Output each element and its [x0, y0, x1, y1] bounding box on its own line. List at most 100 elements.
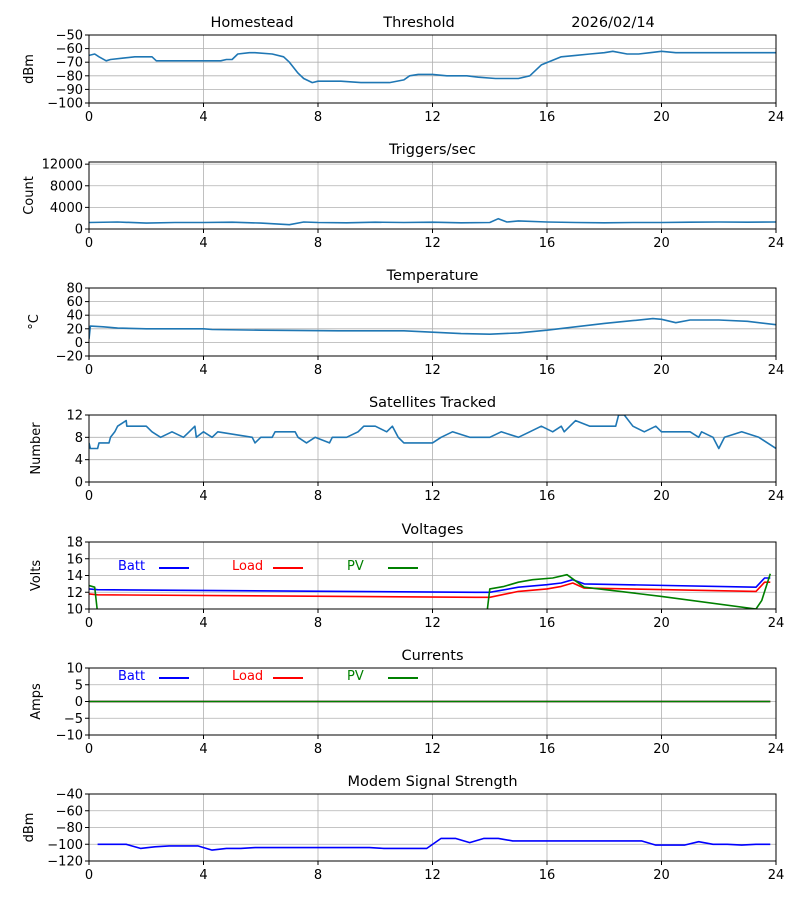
x-tick-label: 0 [85, 616, 93, 631]
x-tick-label: 8 [314, 110, 322, 125]
legend-label-batt: Batt [118, 559, 145, 574]
x-tick-label: 20 [653, 110, 670, 125]
series-line-temperature-temperature [89, 317, 776, 340]
x-tick-label: 16 [539, 616, 556, 631]
y-tick-label: −120 [47, 855, 83, 870]
x-tick-label: 0 [85, 868, 93, 883]
x-tick-label: 8 [314, 363, 322, 378]
x-tick-label: 16 [539, 489, 556, 504]
x-tick-label: 4 [199, 110, 207, 125]
series-line-voltages-load [89, 581, 771, 599]
y-axis-label: Amps [29, 683, 44, 720]
y-tick-label: 0 [75, 223, 83, 238]
y-tick-label: 5 [75, 678, 83, 693]
x-tick-label: 20 [653, 742, 670, 757]
legend-label-pv: PV [347, 559, 364, 574]
x-tick-label: 4 [199, 363, 207, 378]
y-tick-label: −100 [47, 838, 83, 853]
y-tick-label: −80 [56, 69, 83, 84]
y-tick-label: 12 [66, 586, 83, 601]
series-line-signal-signal [89, 50, 776, 84]
x-tick-label: 24 [768, 616, 785, 631]
legend-label-load: Load [232, 559, 263, 574]
x-tick-label: 4 [199, 742, 207, 757]
x-tick-label: 4 [199, 868, 207, 883]
y-tick-label: 40 [66, 309, 83, 324]
x-tick-label: 16 [539, 236, 556, 251]
series-line-voltages-pv [89, 573, 772, 609]
y-axis-label: dBm [22, 54, 37, 84]
y-tick-label: 8000 [50, 179, 83, 194]
y-tick-label: 12 [66, 409, 83, 424]
y-tick-label: 60 [66, 295, 83, 310]
x-tick-label: 4 [199, 616, 207, 631]
y-axis-label: °C [27, 314, 42, 330]
series-line-modem-modem [97, 837, 771, 851]
y-tick-label: 0 [75, 476, 83, 491]
chart-title: Modem Signal Strength [347, 774, 517, 790]
y-tick-label: 16 [66, 552, 83, 567]
y-tick-label: −100 [47, 97, 83, 112]
header-date: 2026/02/14 [571, 15, 655, 31]
chart-title: Temperature [386, 268, 479, 284]
y-tick-label: 4000 [50, 201, 83, 216]
x-tick-label: 4 [199, 489, 207, 504]
series-line-satellites-satellites [89, 415, 776, 450]
y-tick-label: 18 [66, 536, 83, 551]
x-tick-label: 16 [539, 110, 556, 125]
x-tick-label: 0 [85, 363, 93, 378]
y-tick-label: 14 [66, 569, 83, 584]
y-tick-label: −70 [56, 56, 83, 71]
legend-label-pv: PV [347, 669, 364, 684]
x-tick-label: 12 [424, 742, 441, 757]
x-tick-label: 12 [424, 616, 441, 631]
panel-triggers: 0 4 8 12 16 20 24 0 4000 8000 12000 Count Triggers/s… [22, 142, 784, 251]
y-tick-label: −20 [56, 350, 83, 365]
panel-modem: 0 4 8 12 16 20 24 −40−60 −80 −100 −120 dBm Modem Sig… [22, 774, 784, 883]
y-tick-label: 10 [66, 662, 83, 677]
x-tick-label: 8 [314, 616, 322, 631]
x-tick-label: 8 [314, 236, 322, 251]
y-tick-label: 20 [66, 322, 83, 337]
y-tick-label: −5 [64, 712, 83, 727]
chart-title: Voltages [402, 522, 464, 538]
legend-label-load: Load [232, 669, 263, 684]
x-tick-label: 20 [653, 616, 670, 631]
x-tick-label: 16 [539, 868, 556, 883]
x-tick-label: 8 [314, 489, 322, 504]
y-tick-label: 4 [75, 453, 83, 468]
y-tick-label: −50 [56, 29, 83, 44]
x-tick-label: 24 [768, 110, 785, 125]
y-axis-label: Volts [29, 560, 44, 592]
y-tick-label: 10 [66, 603, 83, 618]
panel-satellites: 0 4 8 12 16 20 24 12 8 4 0 Number Satellites Tracked [29, 395, 784, 504]
chart-title: Currents [401, 648, 463, 664]
x-tick-label: 24 [768, 868, 785, 883]
x-tick-label: 16 [539, 742, 556, 757]
panel-signal: 0 4 8 12 16 20 24 −50−60−70−80−90−100 dBm [22, 29, 784, 126]
x-tick-label: 24 [768, 489, 785, 504]
y-tick-label: −60 [56, 804, 83, 819]
x-tick-label: 20 [653, 363, 670, 378]
y-axis-label: Count [22, 176, 37, 215]
chart-title: Triggers/sec [388, 142, 476, 158]
header-mode: Threshold [382, 15, 454, 31]
y-tick-label: 0 [75, 336, 83, 351]
x-tick-label: 20 [653, 489, 670, 504]
y-tick-label: −60 [56, 42, 83, 57]
series-line-voltages-batt [89, 577, 771, 594]
x-tick-label: 24 [768, 363, 785, 378]
x-tick-label: 8 [314, 742, 322, 757]
x-tick-label: 24 [768, 236, 785, 251]
x-tick-label: 0 [85, 110, 93, 125]
x-tick-label: 24 [768, 742, 785, 757]
x-tick-label: 0 [85, 742, 93, 757]
x-tick-label: 12 [424, 489, 441, 504]
y-tick-label: 12000 [42, 158, 83, 173]
x-tick-label: 0 [85, 489, 93, 504]
x-tick-label: 8 [314, 868, 322, 883]
x-tick-label: 20 [653, 236, 670, 251]
y-tick-label: 80 [66, 282, 83, 297]
